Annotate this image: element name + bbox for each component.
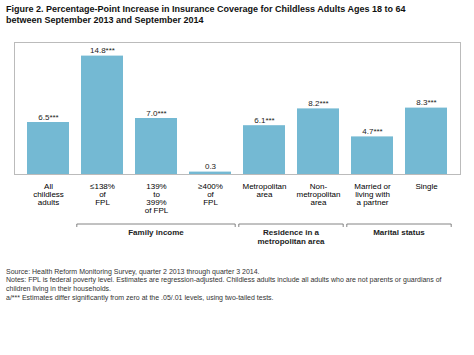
svg-text:≥400%ofFPL: ≥400%ofFPL	[198, 182, 223, 207]
svg-text:139%to399%of FPL: 139%to399%of FPL	[145, 182, 169, 215]
svg-text:Metropolitanarea: Metropolitanarea	[242, 182, 286, 199]
html-text:between September 2013 and Sep: between September 2013 and September 201…	[6, 14, 204, 25]
svg-text:6.5***: 6.5***	[38, 112, 58, 121]
html-text:Notes: FPL is federal poverty: Notes: FPL is federal poverty level. Est…	[6, 276, 442, 284]
svg-text:Married orliving witha partner: Married orliving witha partner	[354, 182, 391, 207]
svg-text:4.7***: 4.7***	[362, 126, 382, 135]
html-text:Figure 2. Percentage-Point Inc: Figure 2. Percentage-Point Increase in I…	[6, 4, 406, 14]
html-text:children living in their house: children living in their households.	[6, 285, 112, 293]
html-text:Source: Health Reform Monitori: Source: Health Reform Monitoring Survey,…	[6, 267, 260, 275]
html-text:a/*** Estimates differ signifi: a/*** Estimates differ significantly fro…	[6, 293, 274, 301]
svg-text:Family income: Family income	[128, 228, 184, 237]
svg-text:6.1***: 6.1***	[254, 115, 274, 124]
svg-text:Non-metropolitanarea: Non-metropolitanarea	[296, 182, 340, 207]
svg-text:Marital status: Marital status	[373, 228, 425, 237]
svg-text:Residence in ametropolitan are: Residence in ametropolitan area	[257, 228, 325, 246]
svg-text:7.0***: 7.0***	[146, 108, 166, 117]
svg-text:0.3: 0.3	[205, 162, 217, 171]
svg-text:8.2***: 8.2***	[308, 98, 328, 107]
svg-text:14.8***: 14.8***	[90, 46, 115, 55]
svg-text:8.3***: 8.3***	[416, 98, 436, 107]
svg-text:Single: Single	[415, 182, 438, 191]
svg-text:Allchildlessadults: Allchildlessadults	[33, 182, 64, 207]
svg-text:≤138%ofFPL: ≤138%ofFPL	[90, 182, 115, 207]
